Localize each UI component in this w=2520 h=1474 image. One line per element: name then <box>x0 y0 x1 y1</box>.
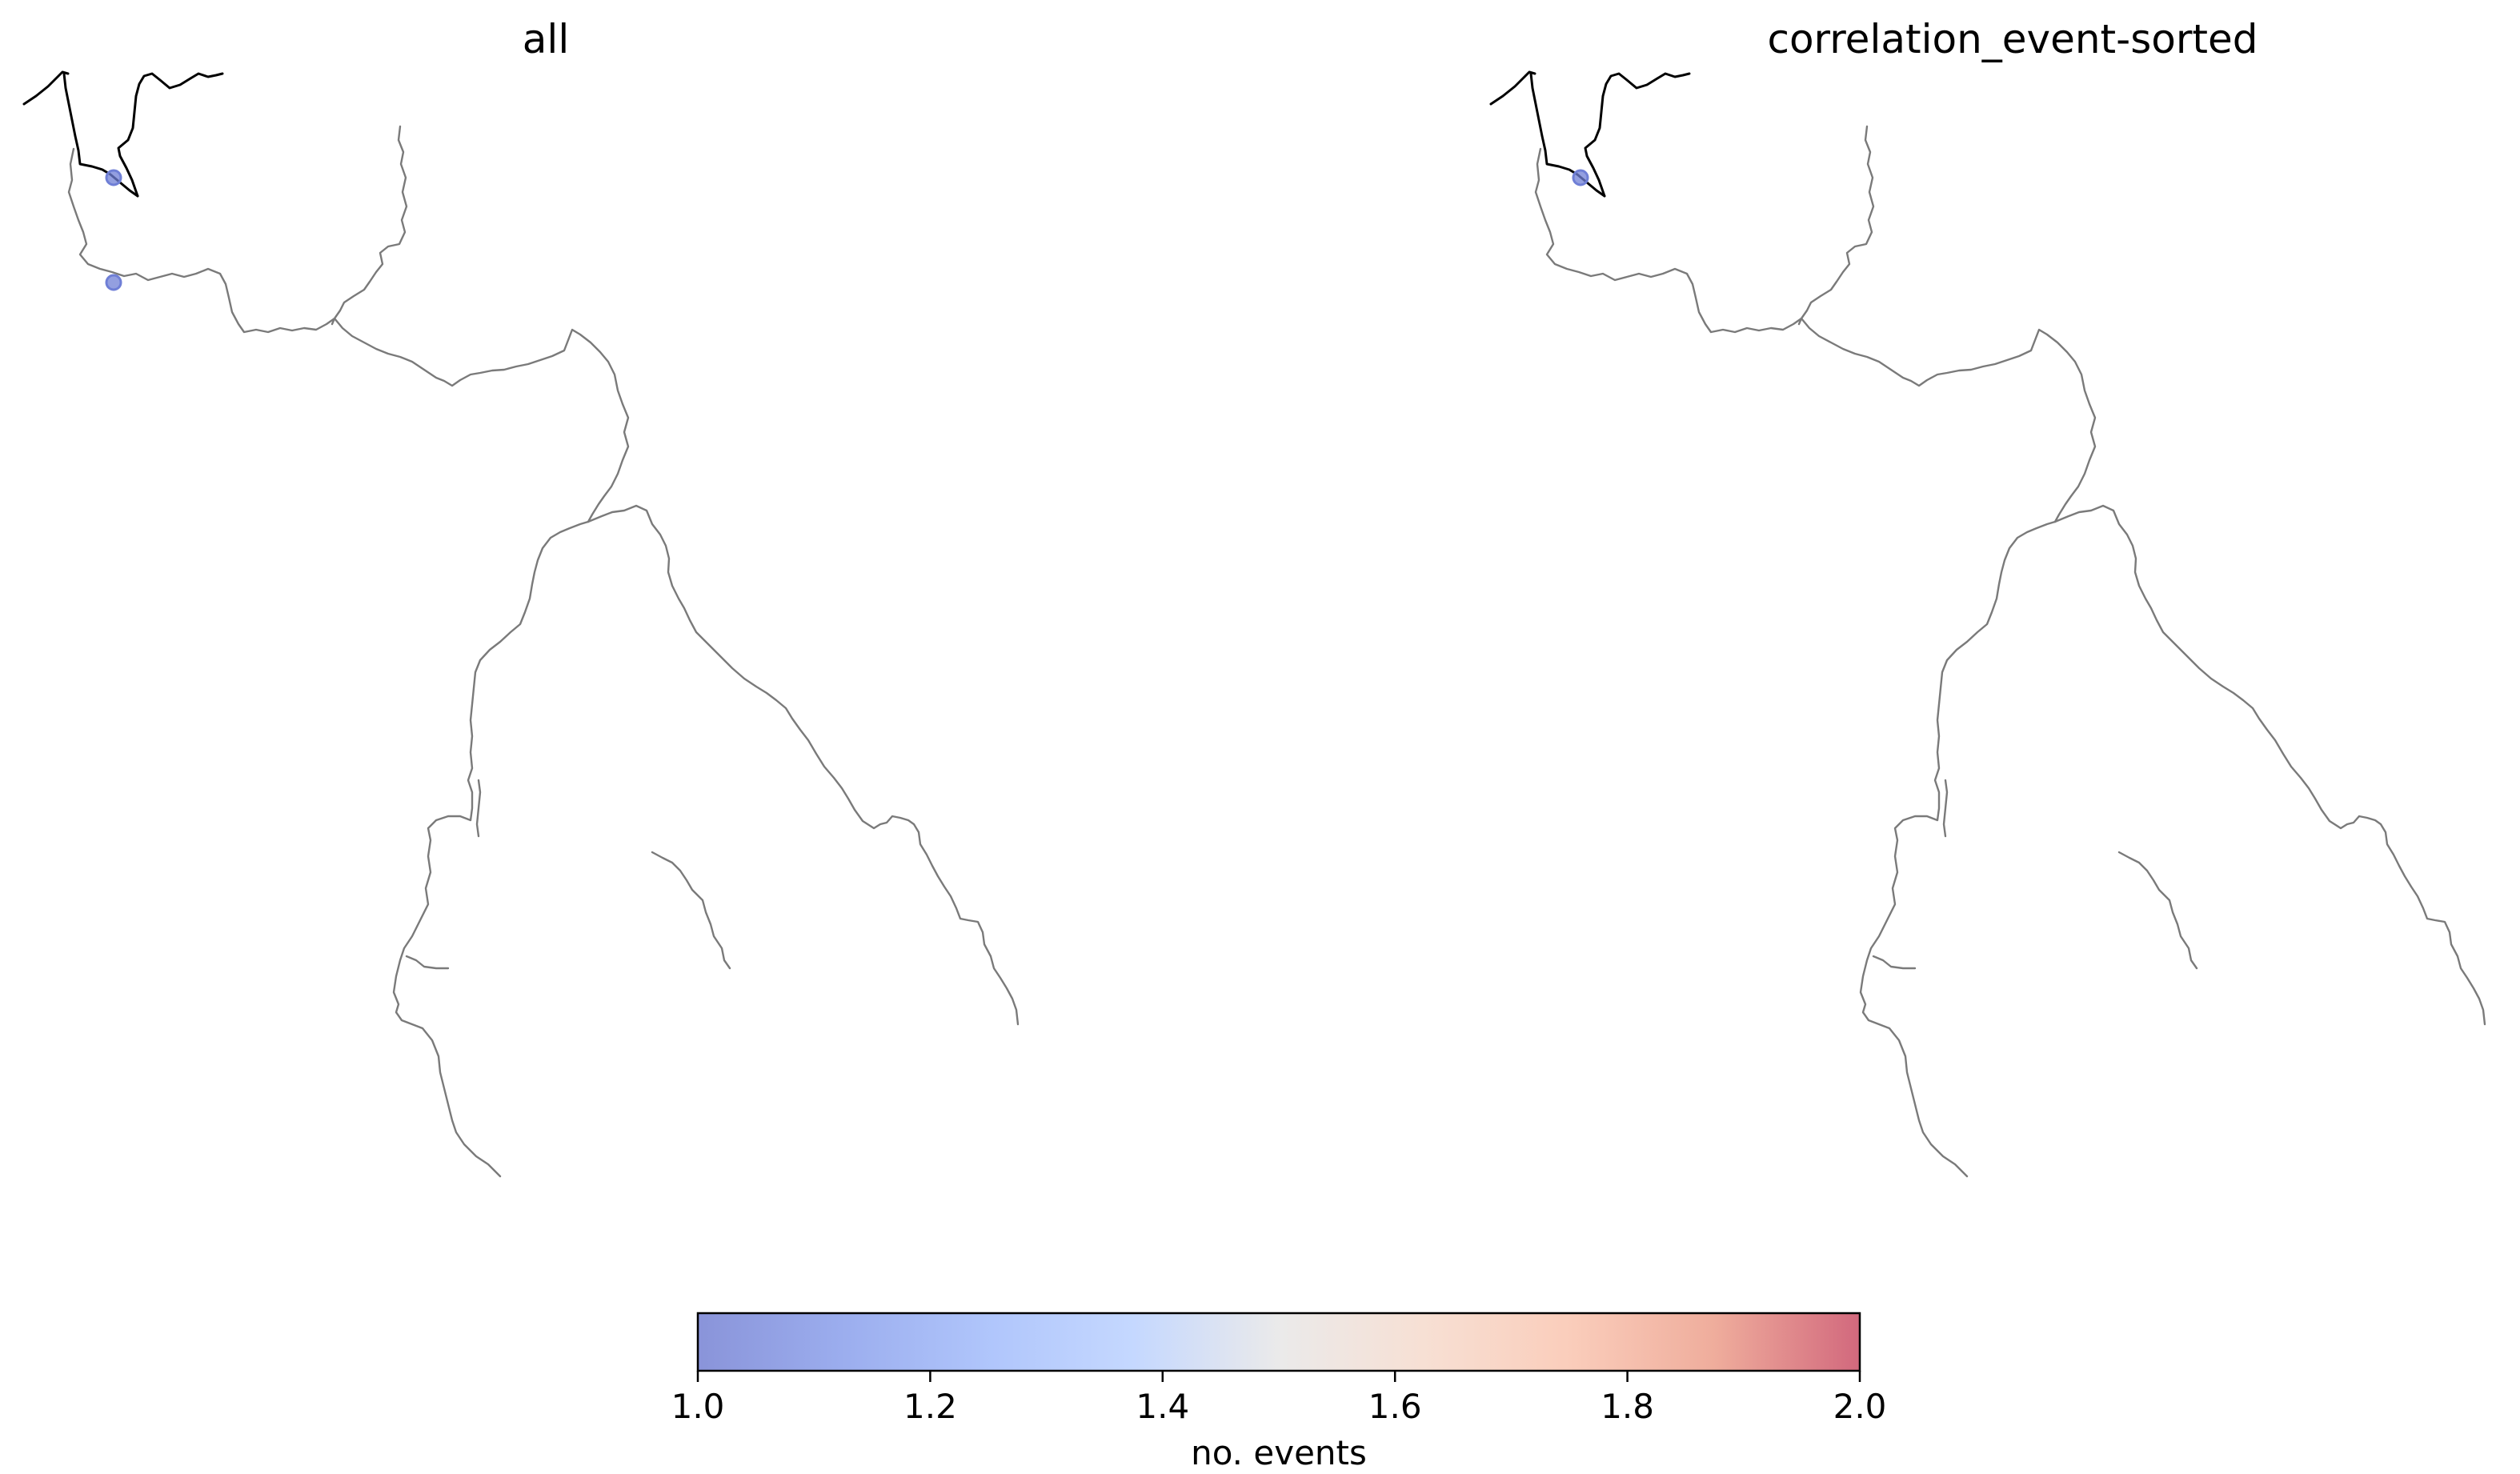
event-point[interactable] <box>105 274 122 291</box>
coastline <box>22 70 224 198</box>
event-point[interactable] <box>1572 169 1589 186</box>
colorbar-tick-label: 1.0 <box>671 1387 725 1426</box>
river-network <box>67 125 1020 1178</box>
colorbar-tick-label: 1.6 <box>1368 1387 1422 1426</box>
colorbar-gradient <box>696 1312 1861 1372</box>
coastline <box>1489 70 1691 198</box>
colorbar-tick-label: 1.8 <box>1601 1387 1654 1426</box>
colorbar-ticks <box>696 1371 1861 1382</box>
map-panel-all: all <box>22 16 1020 1178</box>
colorbar-tick-label: 1.4 <box>1136 1387 1189 1426</box>
panel-title: all <box>523 16 569 62</box>
colorbar-tick-label: 2.0 <box>1833 1387 1887 1426</box>
colorbar-tick-label: 1.2 <box>903 1387 957 1426</box>
event-point[interactable] <box>105 169 122 186</box>
colorbar: 1.0 1.2 1.4 1.6 1.8 2.0 no. events <box>671 1312 1887 1472</box>
map-panel-correlation-event-sorted: correlation_event-sorted <box>1489 16 2486 1178</box>
panel-title: correlation_event-sorted <box>1767 16 2258 62</box>
river-network <box>1534 125 2486 1178</box>
colorbar-label: no. events <box>1191 1433 1367 1472</box>
